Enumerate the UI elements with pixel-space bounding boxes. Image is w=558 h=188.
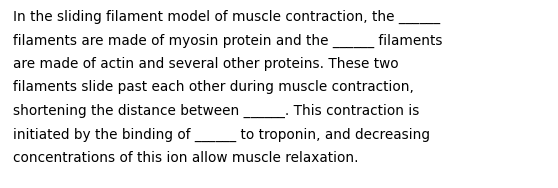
Text: filaments slide past each other during muscle contraction,: filaments slide past each other during m… bbox=[13, 80, 414, 95]
Text: concentrations of this ion allow muscle relaxation.: concentrations of this ion allow muscle … bbox=[13, 151, 358, 165]
Text: shortening the distance between ______. This contraction is: shortening the distance between ______. … bbox=[13, 104, 420, 118]
Text: are made of actin and several other proteins. These two: are made of actin and several other prot… bbox=[13, 57, 398, 71]
Text: In the sliding filament model of muscle contraction, the ______: In the sliding filament model of muscle … bbox=[13, 10, 440, 24]
Text: filaments are made of myosin protein and the ______ filaments: filaments are made of myosin protein and… bbox=[13, 33, 442, 48]
Text: initiated by the binding of ______ to troponin, and decreasing: initiated by the binding of ______ to tr… bbox=[13, 127, 430, 142]
